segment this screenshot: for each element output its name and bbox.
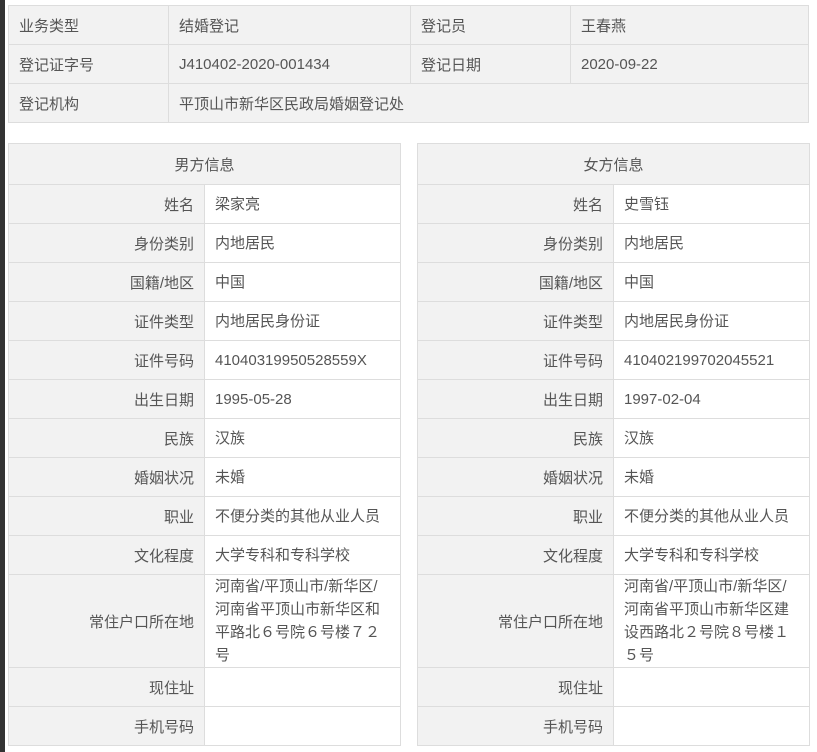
field-value: 1997-02-04 <box>613 379 810 419</box>
field-label: 姓名 <box>417 184 614 224</box>
table-row: 证件类型 内地居民身份证 <box>8 301 401 341</box>
table-row: 常住户口所在地 河南省/平顶山市/新华区/河南省平顶山市新华区建设西路北２号院８号… <box>417 574 810 668</box>
label: 登记机构 <box>8 83 169 123</box>
table-row: 婚姻状况 未婚 <box>417 457 810 497</box>
window-edge <box>0 0 5 752</box>
field-label: 婚姻状况 <box>8 457 205 497</box>
field-value: 41040319950528559X <box>204 340 401 380</box>
field-value: 内地居民身份证 <box>204 301 401 341</box>
field-label: 出生日期 <box>417 379 614 419</box>
label: 业务类型 <box>8 5 169 45</box>
panel-title: 女方信息 <box>417 143 810 185</box>
table-row: 证件号码 410402199702045521 <box>417 340 810 380</box>
field-value: 410402199702045521 <box>613 340 810 380</box>
female-info-table: 女方信息 姓名 史雪钰 身份类别 内地居民 国籍/地区 中国 证件类型 内地居民身份证 证件号码 4… <box>417 143 810 746</box>
field-value: 河南省/平顶山市/新华区/河南省平顶山市新华区建设西路北２号院８号楼１５号 <box>613 574 810 668</box>
table-row: 文化程度 大学专科和专科学校 <box>417 535 810 575</box>
field-value: 汉族 <box>613 418 810 458</box>
table-row: 出生日期 1995-05-28 <box>8 379 401 419</box>
table-row: 登记证字号 J410402-2020-001434 登记日期 2020-09-22 <box>8 44 809 84</box>
field-label: 文化程度 <box>8 535 205 575</box>
field-value: 中国 <box>204 262 401 302</box>
table-row: 身份类别 内地居民 <box>8 223 401 263</box>
field-label: 证件号码 <box>417 340 614 380</box>
field-label: 文化程度 <box>417 535 614 575</box>
field-label: 姓名 <box>8 184 205 224</box>
field-value: 内地居民 <box>613 223 810 263</box>
field-value: 不便分类的其他从业人员 <box>204 496 401 536</box>
table-row: 证件号码 41040319950528559X <box>8 340 401 380</box>
field-label: 国籍/地区 <box>8 262 205 302</box>
field-label: 证件类型 <box>417 301 614 341</box>
table-row: 出生日期 1997-02-04 <box>417 379 810 419</box>
field-label: 国籍/地区 <box>417 262 614 302</box>
table-row: 国籍/地区 中国 <box>8 262 401 302</box>
field-value: 1995-05-28 <box>204 379 401 419</box>
field-value: 内地居民身份证 <box>613 301 810 341</box>
value: J410402-2020-001434 <box>168 44 411 84</box>
field-label: 证件号码 <box>8 340 205 380</box>
field-value: 中国 <box>613 262 810 302</box>
field-label: 证件类型 <box>8 301 205 341</box>
field-label: 民族 <box>8 418 205 458</box>
field-label: 身份类别 <box>8 223 205 263</box>
table-row: 文化程度 大学专科和专科学校 <box>8 535 401 575</box>
field-label: 民族 <box>417 418 614 458</box>
field-value: 汉族 <box>204 418 401 458</box>
field-label: 手机号码 <box>417 706 614 746</box>
table-row: 姓名 梁家亮 <box>8 184 401 224</box>
table-row: 登记机构 平顶山市新华区民政局婚姻登记处 <box>8 83 809 123</box>
field-label: 职业 <box>8 496 205 536</box>
field-value: 未婚 <box>613 457 810 497</box>
field-value <box>613 667 810 707</box>
field-value: 不便分类的其他从业人员 <box>613 496 810 536</box>
field-value: 河南省/平顶山市/新华区/河南省平顶山市新华区和平路北６号院６号楼７２号 <box>204 574 401 668</box>
label: 登记日期 <box>410 44 571 84</box>
table-row: 常住户口所在地 河南省/平顶山市/新华区/河南省平顶山市新华区和平路北６号院６号楼… <box>8 574 401 668</box>
field-label: 常住户口所在地 <box>8 574 205 668</box>
field-label: 常住户口所在地 <box>417 574 614 668</box>
field-label: 现住址 <box>8 667 205 707</box>
field-value: 内地居民 <box>204 223 401 263</box>
field-value: 未婚 <box>204 457 401 497</box>
field-label: 手机号码 <box>8 706 205 746</box>
table-row: 现住址 <box>417 667 810 707</box>
table-row: 职业 不便分类的其他从业人员 <box>417 496 810 536</box>
table-row: 职业 不便分类的其他从业人员 <box>8 496 401 536</box>
panel-title: 男方信息 <box>8 143 401 185</box>
field-value: 大学专科和专科学校 <box>204 535 401 575</box>
table-row: 业务类型 结婚登记 登记员 王春燕 <box>8 5 809 45</box>
male-info-table: 男方信息 姓名 梁家亮 身份类别 内地居民 国籍/地区 中国 证件类型 内地居民身份证 证件号码 4… <box>8 143 401 746</box>
label: 登记证字号 <box>8 44 169 84</box>
table-row: 现住址 <box>8 667 401 707</box>
table-row: 身份类别 内地居民 <box>417 223 810 263</box>
table-row: 手机号码 <box>8 706 401 746</box>
value: 2020-09-22 <box>570 44 809 84</box>
value: 王春燕 <box>570 5 809 45</box>
field-label: 现住址 <box>417 667 614 707</box>
table-row: 姓名 史雪钰 <box>417 184 810 224</box>
table-row: 民族 汉族 <box>417 418 810 458</box>
label: 登记员 <box>410 5 571 45</box>
table-row: 国籍/地区 中国 <box>417 262 810 302</box>
field-value <box>204 706 401 746</box>
field-label: 职业 <box>417 496 614 536</box>
field-label: 身份类别 <box>417 223 614 263</box>
field-value: 史雪钰 <box>613 184 810 224</box>
field-value: 大学专科和专科学校 <box>613 535 810 575</box>
field-value: 梁家亮 <box>204 184 401 224</box>
registration-table: 业务类型 结婚登记 登记员 王春燕 登记证字号 J410402-2020-001434 登… <box>8 5 809 123</box>
field-value <box>613 706 810 746</box>
table-row: 民族 汉族 <box>8 418 401 458</box>
value: 平顶山市新华区民政局婚姻登记处 <box>168 83 809 123</box>
table-row: 婚姻状况 未婚 <box>8 457 401 497</box>
field-value <box>204 667 401 707</box>
field-label: 婚姻状况 <box>417 457 614 497</box>
value: 结婚登记 <box>168 5 411 45</box>
table-row: 证件类型 内地居民身份证 <box>417 301 810 341</box>
field-label: 出生日期 <box>8 379 205 419</box>
table-row: 手机号码 <box>417 706 810 746</box>
